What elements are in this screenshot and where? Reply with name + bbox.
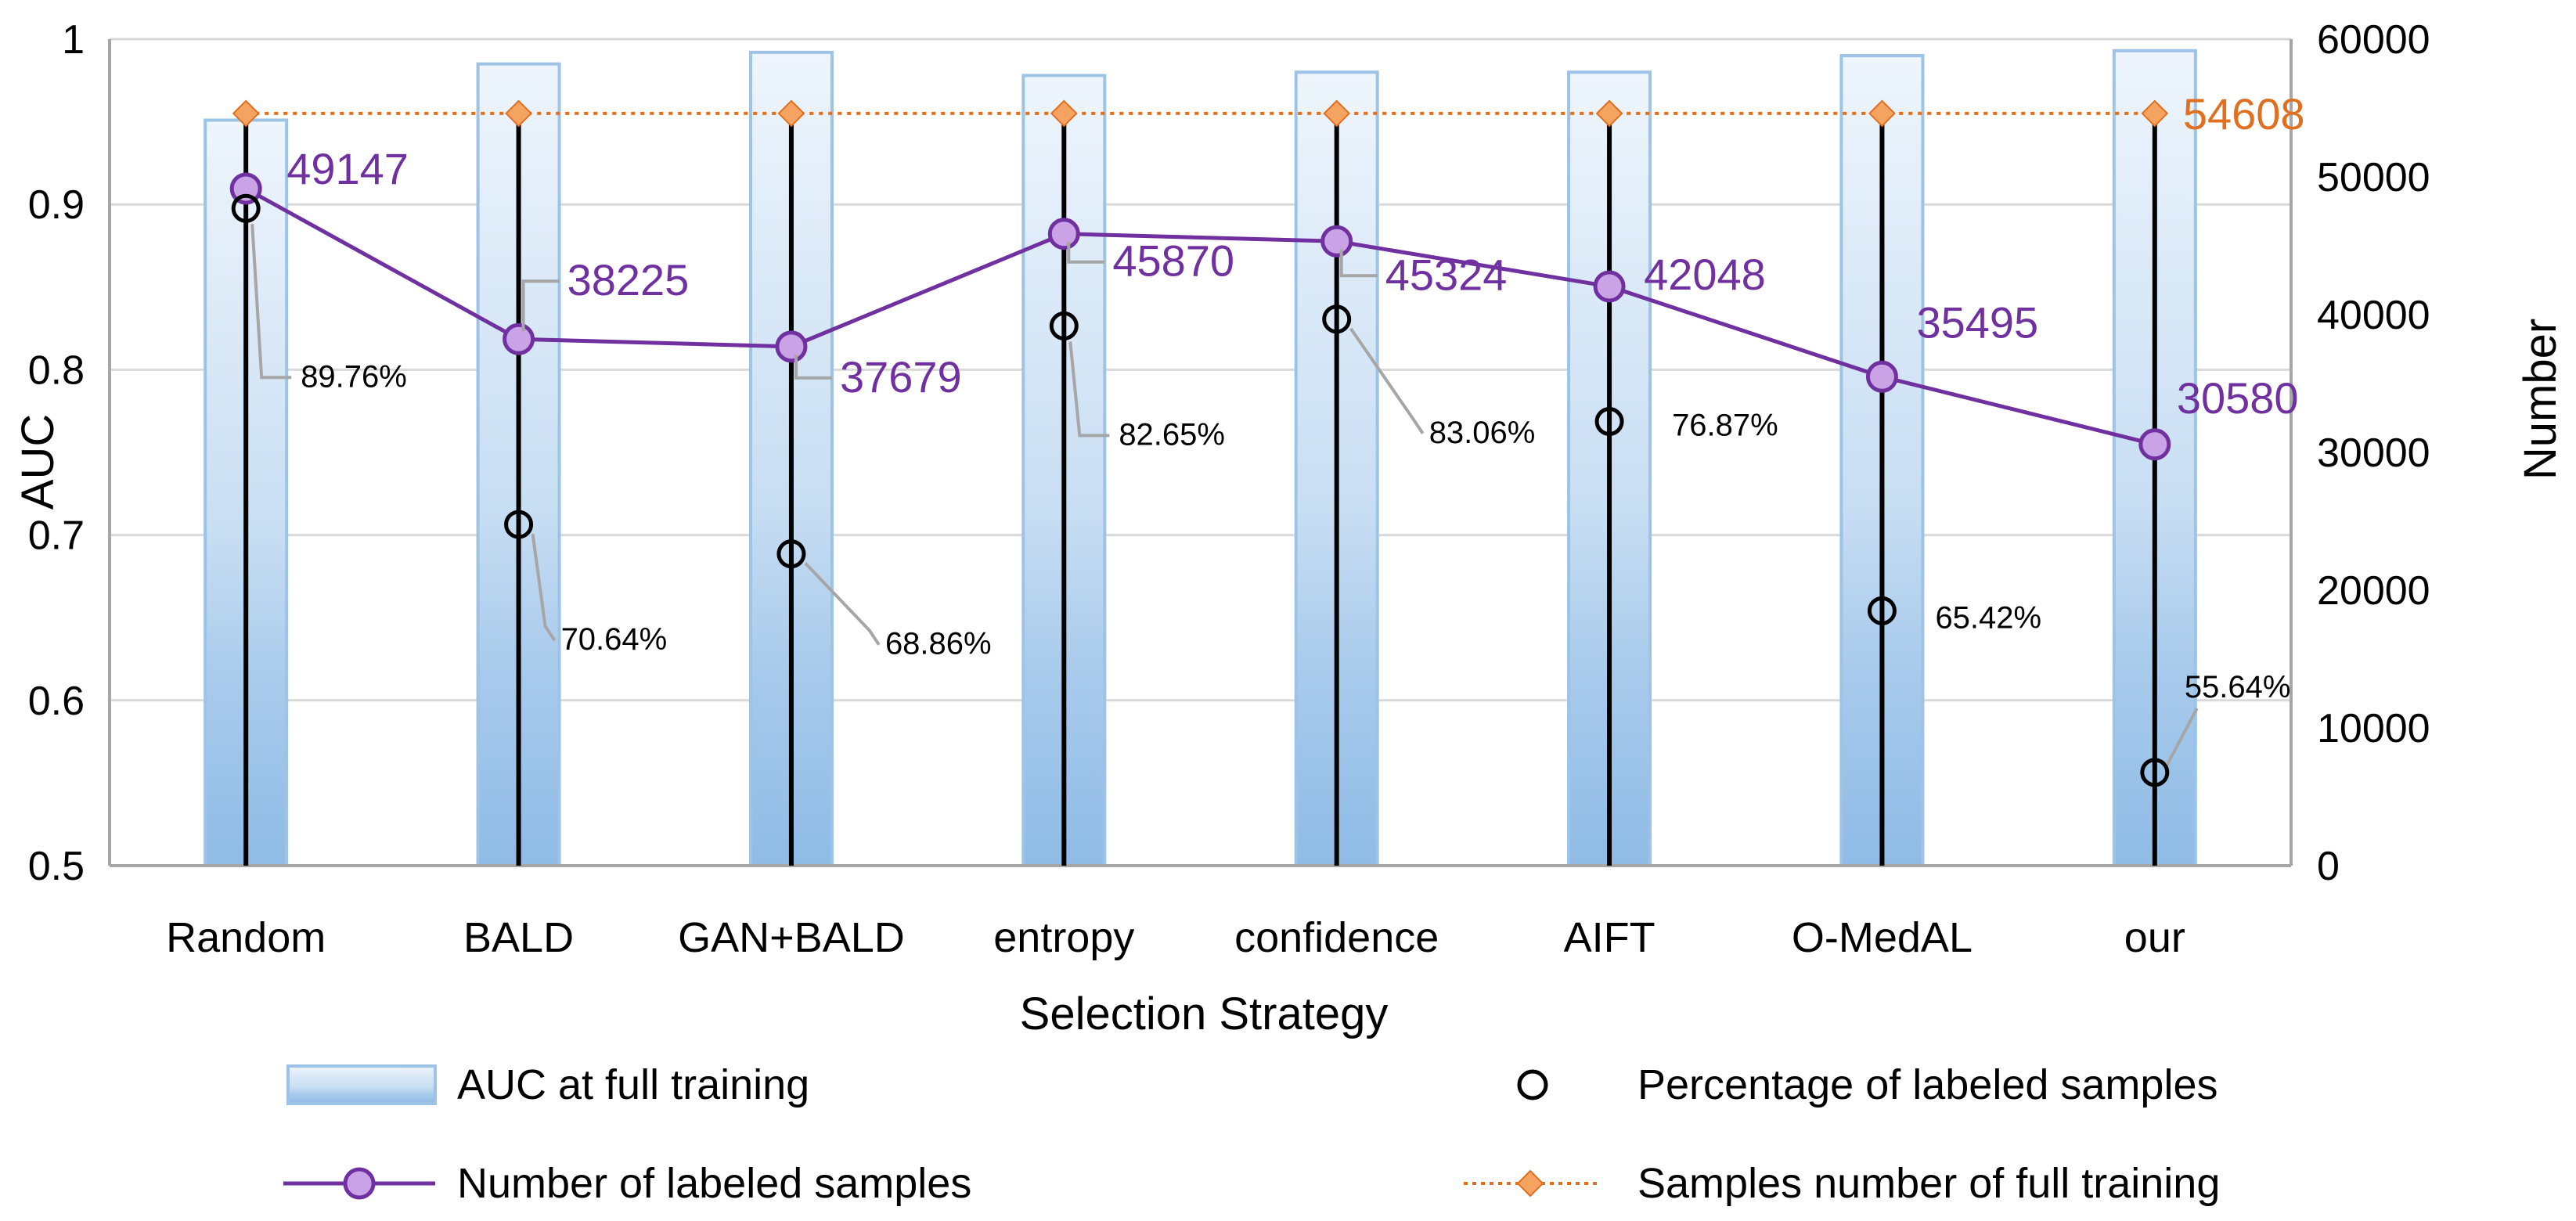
number-leader: [794, 354, 832, 380]
bar-layer: [204, 49, 2197, 868]
percentage-label: 55.64%: [2185, 670, 2291, 704]
legend-label-full: Samples number of full training: [1637, 1160, 2220, 1207]
percentage-marker: [1322, 304, 1352, 334]
full-training-marker: [505, 99, 532, 128]
y-tick-right: 50000: [2317, 155, 2430, 200]
full-training-marker: [777, 99, 805, 128]
y-axis-title-right: Number: [2515, 319, 2566, 480]
label-layer: 54608 49147 38225 37679 45870 45324 42048 35495…: [250, 89, 2305, 765]
percentage-leader: [804, 562, 881, 646]
full-training-marker: [2141, 99, 2169, 128]
number-marker: [1047, 218, 1080, 250]
percentage-label: 89.76%: [301, 359, 407, 394]
full-training-label: 54608: [2183, 89, 2305, 139]
number-line: [244, 186, 2156, 447]
y-tick-right: 10000: [2317, 706, 2430, 751]
y-tick-left: 0.8: [28, 348, 85, 393]
number-marker: [2138, 428, 2171, 461]
number-marker: [1320, 225, 1353, 258]
x-tick-label: confidence: [1234, 914, 1439, 961]
legend-swatch-auc-bar: [286, 1064, 437, 1105]
percentage-label: 76.87%: [1672, 409, 1778, 443]
grid-layer: [110, 38, 2291, 702]
full-training-marker: [1868, 99, 1896, 128]
full-training-marker: [1595, 99, 1623, 128]
number-marker: [229, 172, 262, 205]
x-tick-label: O-MedAL: [1792, 914, 1973, 961]
number-label: 30580: [2177, 373, 2299, 423]
y-tick-left: 1: [62, 17, 85, 63]
number-label: 45870: [1112, 236, 1234, 286]
number-label: 37679: [840, 352, 962, 402]
y-tick-right: 0: [2317, 844, 2340, 889]
legend-label-auc-bar: AUC at full training: [457, 1061, 809, 1108]
percentage-marker: [1867, 596, 1897, 625]
percentage-label: 83.06%: [1429, 416, 1536, 450]
number-leader: [521, 279, 560, 332]
x-tick-label: Random: [166, 914, 326, 961]
number-leader: [1067, 241, 1105, 264]
number-marker: [1865, 360, 1898, 393]
full-training-marker: [1050, 99, 1078, 128]
percentage-leader: [1349, 327, 1425, 434]
legend-label-number: Number of labeled samples: [457, 1160, 971, 1207]
y-tick-right: 20000: [2317, 568, 2430, 614]
full-training-marker: [232, 99, 260, 128]
number-label: 45324: [1385, 250, 1508, 299]
number-label: 35495: [1916, 297, 2038, 347]
x-tick-label: BALD: [463, 914, 574, 961]
y-tick-left: 0.5: [28, 844, 85, 889]
number-marker: [1593, 270, 1626, 303]
y-tick-left: 0.9: [28, 182, 85, 228]
percentage-leader: [2166, 707, 2199, 765]
percentage-marker: [1049, 311, 1079, 340]
x-tick-label: entropy: [993, 914, 1134, 961]
percentage-marker: [2140, 758, 2170, 787]
x-tick-label: AIFT: [1564, 914, 1655, 961]
y-tick-left: 0.7: [28, 513, 85, 559]
number-label: 42048: [1644, 250, 1766, 299]
percentage-marker: [231, 193, 261, 223]
legend-swatch-number-marker: [343, 1167, 376, 1200]
legend: AUC at full training Percentage of label…: [283, 1061, 2220, 1207]
number-leader: [1339, 249, 1378, 278]
number-label: 49147: [286, 144, 409, 193]
percentage-marker: [504, 510, 534, 539]
percentage-leader: [250, 224, 292, 380]
percentage-label: 65.42%: [1935, 600, 2041, 635]
y-tick-right: 60000: [2317, 17, 2430, 63]
percentage-leader: [531, 533, 557, 642]
series-layer: [229, 99, 2171, 866]
legend-swatch-full-marker: [1516, 1169, 1544, 1198]
legend-label-percentage: Percentage of labeled samples: [1637, 1061, 2218, 1108]
percentage-marker: [776, 539, 806, 569]
y-tick-left: 0.6: [28, 679, 85, 724]
x-tick-label: GAN+BALD: [678, 914, 905, 961]
axis-layer: 0.5 0.6 0.7 0.8 0.9 1 0 10000 20000 30000 40000 500…: [28, 17, 2430, 961]
x-tick-label: our: [2124, 914, 2185, 961]
y-axis-title-left: AUC: [13, 414, 63, 510]
legend-swatch-percentage: [1517, 1069, 1548, 1100]
number-marker: [503, 322, 535, 355]
number-label: 38225: [567, 255, 690, 304]
y-tick-right: 30000: [2317, 430, 2430, 476]
x-axis-title: Selection Strategy: [1020, 989, 1389, 1039]
percentage-leader: [1068, 341, 1110, 438]
percentage-label: 68.86%: [885, 627, 992, 661]
y-tick-right: 40000: [2317, 293, 2430, 338]
percentage-label: 82.65%: [1119, 417, 1225, 452]
number-marker: [775, 330, 808, 363]
full-training-marker: [1323, 99, 1351, 128]
percentage-label: 70.64%: [561, 622, 668, 657]
percentage-marker: [1594, 407, 1624, 437]
